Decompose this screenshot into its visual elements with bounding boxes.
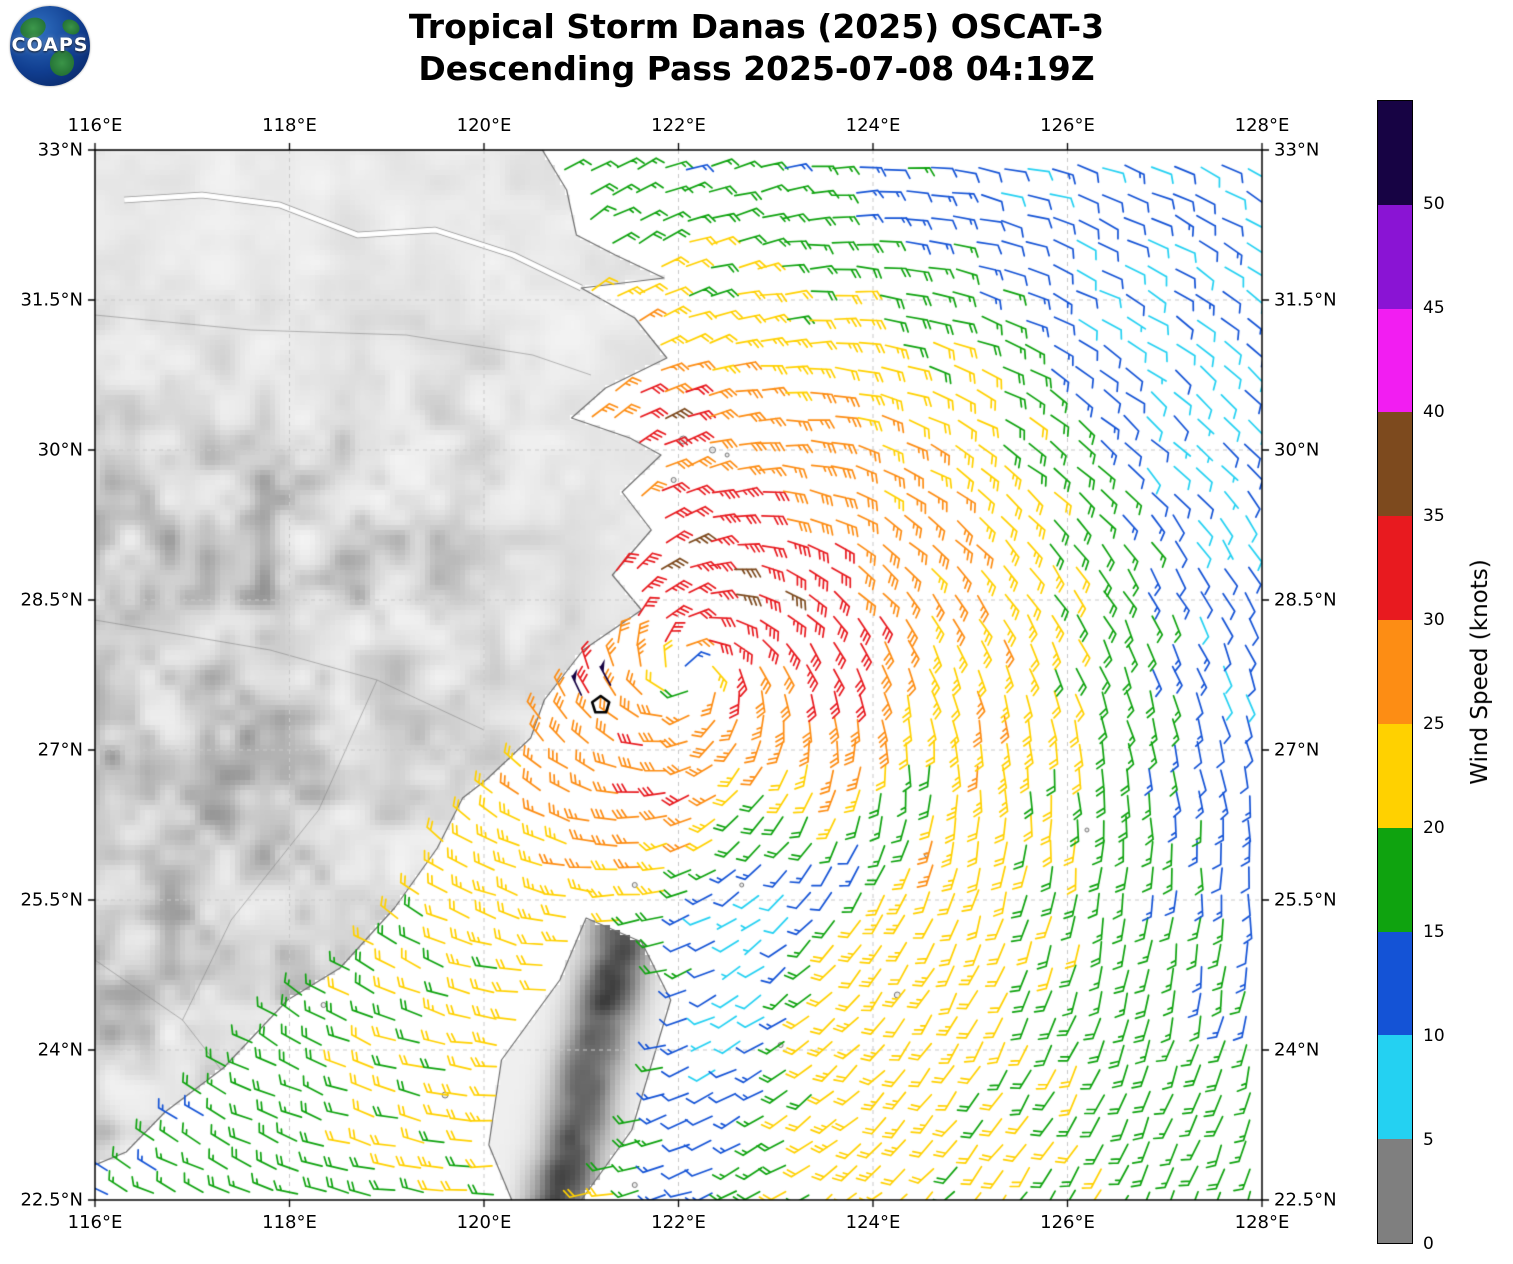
x-tick-label-bottom: 126°E [1040, 1212, 1095, 1233]
colorbar-axis-label: Wind Speed (knots) [1467, 559, 1493, 785]
colorbar-bin [1378, 931, 1412, 1036]
x-tick-label-bottom: 120°E [456, 1212, 512, 1233]
coaps-logo: COAPS [10, 6, 90, 86]
x-tick-label-top: 118°E [262, 115, 317, 136]
colorbar-tick-label: 20 [1423, 818, 1445, 838]
x-tick-label-bottom: 116°E [67, 1212, 123, 1233]
colorbar-tick-label: 30 [1423, 610, 1445, 630]
plot-title: Tropical Storm Danas (2025) OSCAT-3 Desc… [0, 6, 1513, 90]
colorbar-bin [1378, 412, 1412, 517]
y-tick-label-right: 33°N [1274, 139, 1320, 161]
colorbar-bin [1378, 620, 1412, 724]
colorbar-tick-label: 5 [1423, 1130, 1434, 1150]
colorbar-bin [1378, 1035, 1412, 1140]
y-tick-label-right: 30°N [1274, 439, 1320, 461]
colorbar-bin [1378, 516, 1412, 621]
colorbar-tick-label: 35 [1423, 506, 1445, 526]
x-tick-label-bottom: 124°E [845, 1212, 901, 1233]
y-tick-label-left: 22.5°N [20, 1189, 83, 1211]
y-tick-label-left: 28.5°N [20, 589, 83, 611]
x-tick-label-bottom: 128°E [1234, 1212, 1290, 1233]
y-tick-label-left: 31.5°N [20, 289, 83, 311]
y-tick-label-left: 25.5°N [20, 889, 83, 911]
y-tick-label-left: 24°N [37, 1039, 83, 1061]
y-tick-label-right: 31.5°N [1274, 289, 1337, 311]
y-tick-label-right: 25.5°N [1274, 889, 1337, 911]
colorbar [1377, 100, 1413, 1244]
x-tick-label-bottom: 118°E [262, 1212, 317, 1233]
colorbar-tick-label: 25 [1423, 714, 1445, 734]
y-tick-label-right: 28.5°N [1274, 589, 1337, 611]
colorbar-tick-label: 50 [1423, 194, 1445, 214]
x-tick-label-top: 122°E [651, 115, 706, 136]
x-tick-label-top: 128°E [1234, 115, 1290, 136]
colorbar-bin [1378, 1139, 1412, 1243]
colorbar-bin [1378, 308, 1412, 413]
x-tick-label-top: 116°E [67, 115, 123, 136]
x-tick-label-bottom: 122°E [651, 1212, 706, 1233]
colorbar-bin [1378, 723, 1412, 828]
colorbar-bin [1378, 204, 1412, 309]
x-tick-label-top: 120°E [456, 115, 512, 136]
y-tick-label-right: 27°N [1274, 739, 1320, 761]
colorbar-tick-label: 10 [1423, 1026, 1445, 1046]
colorbar-bin [1378, 101, 1412, 205]
plot-title-line2: Descending Pass 2025-07-08 04:19Z [418, 49, 1095, 89]
colorbar-tick-label: 0 [1423, 1234, 1434, 1254]
y-tick-label-right: 24°N [1274, 1039, 1320, 1061]
plot-title-line1: Tropical Storm Danas (2025) OSCAT-3 [408, 7, 1105, 46]
y-tick-label-left: 27°N [37, 739, 83, 761]
colorbar-tick-label: 15 [1423, 922, 1445, 942]
y-tick-label-left: 33°N [37, 139, 83, 161]
coaps-logo-text: COAPS [11, 34, 89, 56]
y-tick-label-right: 22.5°N [1274, 1189, 1337, 1211]
x-tick-label-top: 126°E [1040, 115, 1095, 136]
y-tick-label-left: 30°N [37, 439, 83, 461]
colorbar-bin [1378, 827, 1412, 932]
x-tick-label-top: 124°E [845, 115, 901, 136]
colorbar-tick-label: 45 [1423, 298, 1445, 318]
colorbar-tick-label: 40 [1423, 402, 1445, 422]
